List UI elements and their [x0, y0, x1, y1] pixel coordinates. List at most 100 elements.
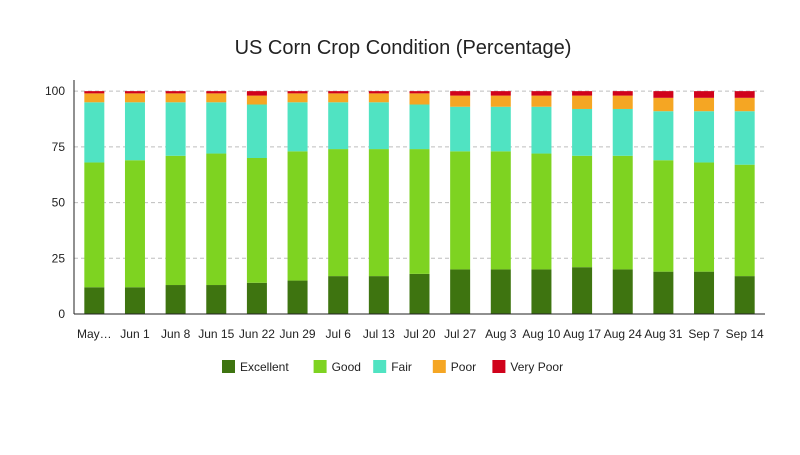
bar-segment-fair[interactable]	[734, 111, 755, 165]
bar-segment-fair[interactable]	[409, 104, 430, 150]
bar-segment-excellent[interactable]	[328, 276, 349, 314]
bar-segment-excellent[interactable]	[124, 287, 145, 314]
bar-segment-good[interactable]	[409, 149, 430, 274]
bar-segment-fair[interactable]	[490, 106, 511, 152]
bar-segment-fair[interactable]	[246, 104, 267, 158]
bar-segment-fair[interactable]	[694, 111, 715, 163]
bar-segment-poor[interactable]	[653, 97, 674, 112]
bar-segment-poor[interactable]	[328, 93, 349, 103]
bar-segment-excellent[interactable]	[653, 271, 674, 314]
bar-segment-excellent[interactable]	[206, 285, 227, 314]
bar-segment-good[interactable]	[328, 149, 349, 277]
bar-segment-good[interactable]	[287, 151, 308, 281]
bar-segment-fair[interactable]	[84, 102, 105, 163]
x-tick-label: Aug 3	[485, 327, 517, 341]
bar-segment-good[interactable]	[246, 158, 267, 283]
bar-segment-good[interactable]	[653, 160, 674, 272]
bar-segment-good[interactable]	[734, 164, 755, 277]
bar-segment-good[interactable]	[694, 162, 715, 272]
bar-segment-very-poor[interactable]	[572, 91, 593, 96]
x-tick-label: Jul 20	[403, 327, 435, 341]
bar-segment-very-poor[interactable]	[612, 91, 633, 96]
bar-segment-good[interactable]	[490, 151, 511, 270]
bar-segment-poor[interactable]	[572, 95, 593, 109]
bar-segment-excellent[interactable]	[572, 267, 593, 314]
bar-stack	[165, 91, 186, 314]
bar-segment-very-poor[interactable]	[734, 91, 755, 98]
bar-segment-fair[interactable]	[328, 102, 349, 150]
x-tick-label: Sep 14	[726, 327, 764, 341]
legend-item-poor[interactable]: Poor	[432, 360, 476, 374]
bar-segment-poor[interactable]	[490, 95, 511, 107]
bar-segment-very-poor[interactable]	[368, 91, 389, 94]
bar-segment-good[interactable]	[572, 155, 593, 268]
bar-segment-good[interactable]	[612, 155, 633, 270]
bar-segment-very-poor[interactable]	[328, 91, 349, 94]
bar-segment-very-poor[interactable]	[450, 91, 471, 96]
legend-item-good[interactable]: Good	[313, 360, 361, 374]
bar-segment-excellent[interactable]	[612, 269, 633, 314]
bar-segment-very-poor[interactable]	[206, 91, 227, 94]
bar-segment-poor[interactable]	[531, 95, 552, 107]
bar-segment-very-poor[interactable]	[246, 91, 267, 96]
bar-segment-poor[interactable]	[694, 97, 715, 112]
bar-segment-poor[interactable]	[246, 95, 267, 105]
bar-segment-poor[interactable]	[612, 95, 633, 109]
bar-segment-excellent[interactable]	[84, 287, 105, 314]
bar-segment-very-poor[interactable]	[165, 91, 186, 94]
bar-segment-fair[interactable]	[124, 102, 145, 161]
bar-segment-very-poor[interactable]	[531, 91, 552, 96]
bar-segment-poor[interactable]	[409, 93, 430, 105]
bar-segment-poor[interactable]	[165, 93, 186, 103]
bar-segment-good[interactable]	[450, 151, 471, 270]
legend-item-fair[interactable]: Fair	[373, 360, 412, 374]
bar-segment-excellent[interactable]	[490, 269, 511, 314]
bar-segment-poor[interactable]	[734, 97, 755, 112]
bar-segment-excellent[interactable]	[694, 271, 715, 314]
bar-segment-fair[interactable]	[653, 111, 674, 161]
bar-segment-very-poor[interactable]	[694, 91, 715, 98]
bar-segment-poor[interactable]	[84, 93, 105, 103]
bar-segment-excellent[interactable]	[287, 280, 308, 314]
bar-segment-good[interactable]	[165, 155, 186, 286]
legend-item-very-poor[interactable]: Very Poor	[492, 360, 563, 374]
bar-segment-excellent[interactable]	[165, 285, 186, 314]
bar-segment-very-poor[interactable]	[653, 91, 674, 98]
bar-stack	[328, 91, 349, 314]
bar-segment-fair[interactable]	[531, 106, 552, 154]
bar-segment-fair[interactable]	[165, 102, 186, 156]
bar-segment-very-poor[interactable]	[490, 91, 511, 96]
bar-segment-excellent[interactable]	[734, 276, 755, 314]
bar-segment-very-poor[interactable]	[409, 91, 430, 94]
bar-segment-good[interactable]	[531, 153, 552, 270]
bar-segment-fair[interactable]	[206, 102, 227, 154]
bar-segment-good[interactable]	[206, 153, 227, 286]
bar-segment-fair[interactable]	[572, 108, 593, 156]
bar-segment-excellent[interactable]	[246, 282, 267, 314]
x-tick-label: Jul 27	[444, 327, 476, 341]
bar-segment-excellent[interactable]	[368, 276, 389, 314]
bar-segment-good[interactable]	[124, 160, 145, 288]
bar-segment-poor[interactable]	[450, 95, 471, 107]
bar-segment-poor[interactable]	[368, 93, 389, 103]
bar-segment-excellent[interactable]	[409, 273, 430, 314]
bar-stack	[409, 91, 430, 314]
legend-item-excellent[interactable]: Excellent	[222, 360, 289, 374]
bar-segment-poor[interactable]	[206, 93, 227, 103]
bar-segment-good[interactable]	[368, 149, 389, 277]
bar-segment-fair[interactable]	[450, 106, 471, 152]
bar-segment-fair[interactable]	[612, 108, 633, 156]
bar-segment-fair[interactable]	[368, 102, 389, 150]
bar-segment-fair[interactable]	[287, 102, 308, 152]
bar-segment-very-poor[interactable]	[287, 91, 308, 94]
bar-stack	[450, 91, 471, 314]
legend-label: Very Poor	[510, 360, 563, 374]
bar-segment-poor[interactable]	[287, 93, 308, 103]
bar-stack	[734, 91, 755, 314]
bar-segment-very-poor[interactable]	[124, 91, 145, 94]
bar-segment-excellent[interactable]	[450, 269, 471, 314]
bar-segment-poor[interactable]	[124, 93, 145, 103]
bar-segment-good[interactable]	[84, 162, 105, 288]
bar-segment-excellent[interactable]	[531, 269, 552, 314]
bar-segment-very-poor[interactable]	[84, 91, 105, 94]
